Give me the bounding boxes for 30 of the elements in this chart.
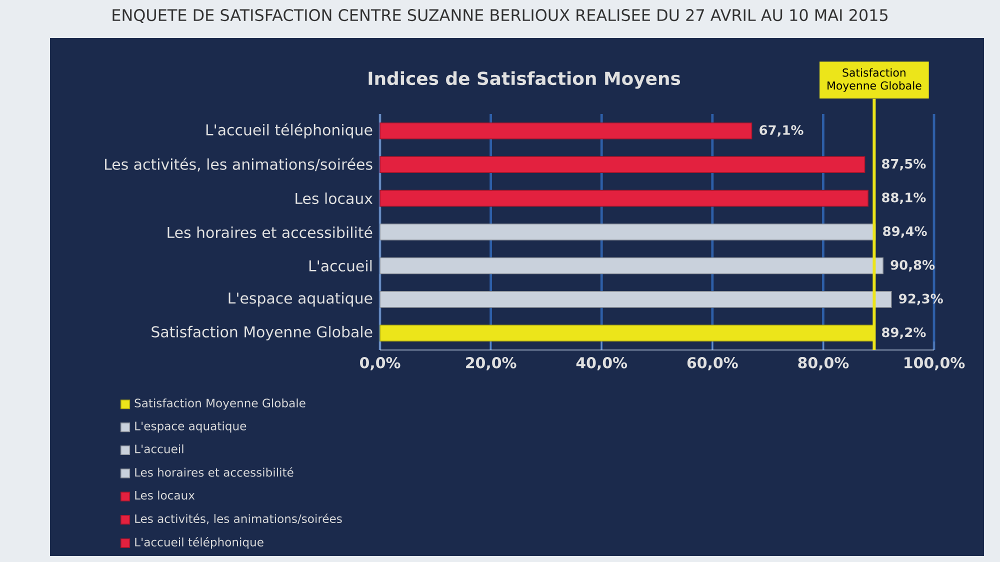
y-tick-label: L'accueil téléphonique (206, 123, 372, 138)
legend-label: Les locaux (135, 490, 195, 500)
legend-label: L'accueil (135, 444, 184, 454)
y-tick-label: Les activités, les animations/soirées (105, 158, 372, 172)
x-tick-label: 80,0% (798, 357, 849, 370)
legend-label: L'espace aquatique (135, 421, 246, 433)
x-tick-label: 0,0% (360, 357, 400, 370)
y-tick-label: Satisfaction Moyenne Globale (152, 326, 372, 340)
data-label: 87,5% (882, 158, 926, 170)
data-label: 92,3% (899, 294, 943, 306)
legend-label: L'accueil téléphonique (135, 537, 264, 549)
y-tick-label: L'accueil (309, 260, 372, 272)
data-label: 89,2% (882, 327, 926, 339)
y-tick-label: L'espace aquatique (228, 292, 372, 307)
x-tick-label: 100,0% (904, 357, 965, 370)
chart-subtitle: Indices de Satisfaction Moyens (368, 71, 680, 89)
y-tick-label: Les horaires et accessibilité (168, 226, 372, 238)
x-tick-label: 20,0% (466, 357, 516, 370)
legend-label: Les horaires et accessibilité (135, 467, 294, 477)
data-label: 88,1% (882, 192, 926, 204)
data-label: 67,1% (760, 125, 804, 137)
data-label: 90,8% (890, 260, 935, 272)
x-tick-label: 60,0% (687, 357, 738, 370)
ref-line-label: Satisfaction Moyenne Globale (828, 68, 922, 92)
y-tick-label: Les locaux (296, 192, 372, 204)
x-tick-label: 40,0% (576, 357, 628, 370)
legend-label: Les activités, les animations/soirées (135, 514, 342, 524)
legend-label: Satisfaction Moyenne Globale (134, 398, 306, 410)
data-label: 89,4% (883, 226, 927, 238)
chart-title: ENQUETE DE SATISFACTION CENTRE SUZANNE BERLIOUX REALISEE DU 27 AVRIL AU 10 MAI 2015 (112, 9, 888, 23)
